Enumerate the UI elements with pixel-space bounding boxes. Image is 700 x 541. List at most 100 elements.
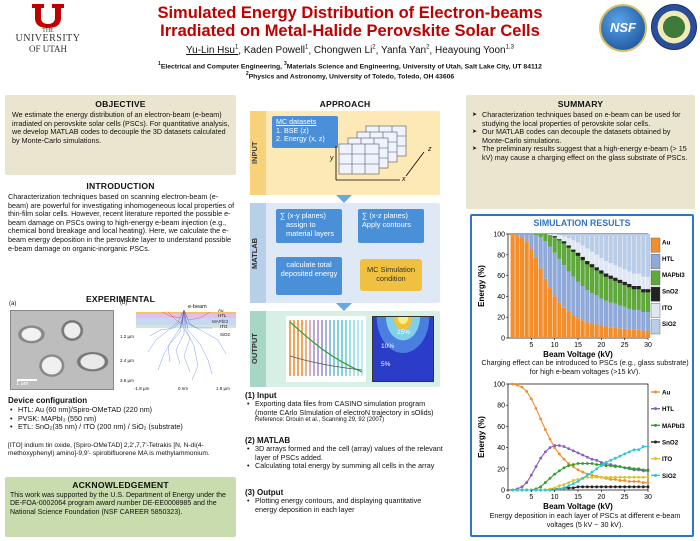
x-tick-label: 5 <box>529 342 533 349</box>
point-htl-9 <box>548 446 552 449</box>
point-sno2-29 <box>641 485 645 489</box>
logo-text-1: THE <box>42 28 54 34</box>
output-label: OUTPUT <box>250 311 266 387</box>
step-matlab: (2) MATLAB 3D arrays formed and the cell… <box>245 436 445 471</box>
nsf-logo: NSF <box>599 4 647 52</box>
stack-bar-au-21 <box>603 326 609 338</box>
point-sio2-8 <box>543 488 547 492</box>
legend-marker <box>654 473 657 477</box>
summary-heading: SUMMARY <box>557 99 604 109</box>
point-au-5 <box>529 397 533 401</box>
stack-bar-ito-21 <box>603 261 609 274</box>
y-tick-label: 40 <box>497 294 505 301</box>
stack-bar-sio2-16 <box>580 234 585 246</box>
point-mapbi3-21 <box>604 464 608 468</box>
point-au-24 <box>618 479 622 482</box>
y-tick-label: 20 <box>497 466 505 473</box>
results-caption-2: Energy deposition in each layer of PSCs … <box>489 511 681 529</box>
point-au-4 <box>525 390 529 393</box>
x-tick-label: 15 <box>574 342 582 349</box>
point-au-8 <box>543 428 547 431</box>
x-axis-label: Beam Voltage (kV) <box>543 502 613 511</box>
stack-bar-sio2-24 <box>617 234 623 268</box>
stack-bar-ito-17 <box>585 248 590 262</box>
legend-swatch <box>650 319 661 335</box>
point-sio2-3 <box>520 488 524 492</box>
mc-dataset-box: MC datasets 1. BSE (z) 2. Energy (x, z) <box>272 116 338 148</box>
stack-bar-au-18 <box>589 323 595 338</box>
author-list: Yu-Lin Hsu1, Kaden Powell1, Chongwen Li2… <box>186 45 514 57</box>
point-sno2-18 <box>590 485 594 489</box>
point-sio2-24 <box>618 454 622 458</box>
stack-bar-mapbi3-22 <box>608 278 613 303</box>
stack-bar-mapbi3-7 <box>538 234 543 238</box>
stack-bar-sno2-24 <box>617 279 623 283</box>
stack-bar-au-7 <box>538 268 543 338</box>
point-au-27 <box>632 480 636 483</box>
point-sio2-14 <box>571 482 575 486</box>
stack-bar-ito-15 <box>575 242 581 253</box>
stack-bar-au-16 <box>580 320 585 338</box>
stack-bar-sno2-10 <box>552 235 557 238</box>
legend-marker <box>654 457 657 461</box>
point-htl-5 <box>529 473 533 477</box>
point-mapbi3-17 <box>585 462 589 465</box>
matlab-box-total: calculate total deposited energy <box>276 257 342 295</box>
point-htl-17 <box>585 455 589 459</box>
point-sno2-25 <box>623 485 627 489</box>
legend-label: ITO <box>662 305 672 312</box>
matlab-label: MATLAB <box>250 203 266 303</box>
step-output: (3) Output Plotting energy contours, and… <box>245 488 445 514</box>
stack-bar-htl-23 <box>613 303 618 328</box>
experimental-heading: EXPERIMENTAL <box>85 294 156 304</box>
stack-bar-sno2-27 <box>631 285 637 290</box>
stack-bar-ito-11 <box>557 235 562 240</box>
stack-bar-htl-15 <box>575 281 581 319</box>
point-ito-18 <box>590 475 594 479</box>
stack-bar-au-27 <box>631 329 637 338</box>
stack-bar-htl-29 <box>641 312 646 331</box>
stack-bar-sio2-23 <box>613 234 618 266</box>
point-sno2-13 <box>567 486 571 490</box>
stack-bar-au-22 <box>608 327 613 338</box>
stack-bar-htl-11 <box>557 258 562 303</box>
results-caption-1: Charging effect can be introduced to PSC… <box>481 358 689 376</box>
x-tick-label: 25 <box>621 494 629 501</box>
stack-bar-au-12 <box>561 307 567 338</box>
stack-bar-sno2-19 <box>594 267 599 271</box>
stack-bar-sno2-16 <box>580 256 585 261</box>
affiliation-2: 2Physics and Astronomy, University of To… <box>245 71 455 81</box>
point-mapbi3-14 <box>571 463 575 466</box>
point-ito-27 <box>632 475 636 479</box>
stack-bar-mapbi3-14 <box>571 251 576 277</box>
y-tick-label: 60 <box>497 424 505 431</box>
stack-bar-mapbi3-23 <box>613 280 618 304</box>
scale-bar <box>17 379 37 381</box>
axis-x-label: x <box>402 176 406 183</box>
stack-bar-sno2-13 <box>566 245 571 248</box>
stack-bar-htl-2 <box>515 234 520 236</box>
logo-text-3: OF UTAH <box>28 44 68 54</box>
stack-bar-mapbi3-8 <box>543 234 548 242</box>
stack-bar-au-25 <box>622 328 627 338</box>
point-sio2-4 <box>525 488 529 492</box>
point-mapbi3-27 <box>632 467 636 471</box>
reference: Reference: Drouin et al., Scanning 29, 9… <box>255 417 385 424</box>
flow-arrow-1 <box>336 195 352 203</box>
layer-label-ito: ITO <box>220 324 228 329</box>
point-au-3 <box>520 385 524 389</box>
results-panel <box>470 214 694 537</box>
point-sno2-30 <box>646 485 650 489</box>
stack-bar-ito-25 <box>622 269 627 282</box>
axis-y-label: y <box>330 155 334 162</box>
stack-bar-sio2-12 <box>561 234 567 237</box>
legend-label: MAPbI3 <box>662 423 685 430</box>
point-mapbi3-11 <box>557 469 561 473</box>
poster-title-line1: Simulated Energy Distribution of Electro… <box>157 4 543 22</box>
abbreviation-note: [ITO] indium tin oxide, [Spiro-OMeTAD] 2… <box>8 442 210 457</box>
u-logo-icon <box>32 4 64 28</box>
stack-bar-sno2-14 <box>571 249 576 252</box>
point-au-29 <box>641 481 645 484</box>
stack-bar-sio2-17 <box>585 234 590 249</box>
y-tick-label: 20 <box>497 315 505 322</box>
